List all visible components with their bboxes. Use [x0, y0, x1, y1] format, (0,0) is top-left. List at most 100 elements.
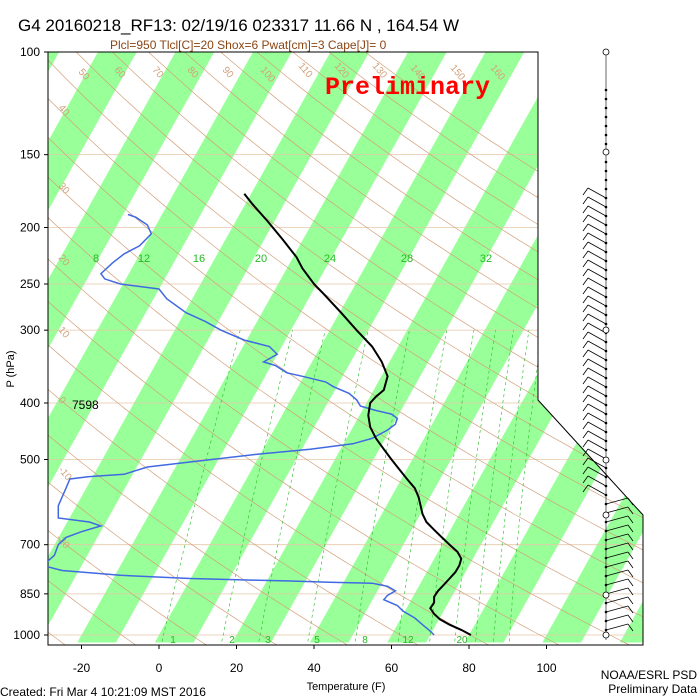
wind-barb-staff — [587, 403, 607, 415]
y-tick-label: 250 — [20, 277, 40, 291]
wind-barb-dot — [604, 133, 608, 137]
dry-adiabat-line — [48, 52, 140, 645]
mixing-ratio-lines — [160, 330, 543, 645]
dry-adiabat-label: 110 — [296, 61, 315, 81]
wind-barb-flag — [627, 587, 634, 596]
created-timestamp: Created: Fri Mar 4 10:21:09 MST 2016 — [0, 685, 206, 699]
mixing-ratio-label: 8 — [93, 253, 99, 265]
green-band — [232, 52, 625, 643]
wind-barb-dot — [604, 97, 608, 101]
wind-barb-staff — [605, 497, 629, 505]
plot-frame — [47, 51, 644, 646]
x-axis-title: Temperature (F) — [307, 681, 386, 693]
mixing-ratio-labels-top: 8 12 16 20 24 28 32 — [93, 253, 492, 265]
x-tick-label: 20 — [230, 661, 244, 675]
wind-barb-flag — [627, 596, 634, 605]
wind-barb-flag — [582, 349, 589, 358]
temperature-line — [243, 193, 472, 636]
x-tick-label: 40 — [307, 661, 321, 675]
wind-barb-staff — [605, 578, 629, 586]
y-tick-label: 100 — [20, 45, 40, 59]
dry-adiabat-line — [148, 52, 643, 645]
mixing-ratio-line — [492, 330, 530, 645]
wind-barb-staff — [587, 466, 607, 478]
calm-wind-circle — [602, 456, 610, 464]
wind-barb-staff — [587, 385, 607, 397]
green-band — [0, 12, 4, 642]
wind-barb-flag — [582, 385, 589, 394]
wind-barb-flag — [582, 196, 589, 205]
wind-barb-flag — [582, 214, 589, 223]
dry-adiabat-line — [48, 52, 635, 645]
wind-barb-dot — [604, 160, 608, 164]
wind-barb-dot — [604, 106, 608, 110]
dry-adiabat-line — [112, 52, 643, 645]
mixing-ratio-line — [508, 330, 543, 645]
wind-barb-staff — [605, 560, 629, 568]
dry-adiabat-line — [48, 52, 352, 645]
theta-label: 0 — [533, 346, 550, 362]
wind-barb-flag — [582, 322, 589, 331]
mixing-ratio-label: 1 — [170, 635, 176, 646]
green-band — [48, 52, 237, 643]
mixing-ratio-label: 20 — [255, 253, 267, 265]
wind-barb-flag — [582, 232, 589, 241]
wind-barb-staff — [587, 457, 607, 469]
x-axis-ticks: -20 0 20 40 60 80 100 — [73, 645, 557, 675]
calm-wind-circle — [602, 511, 610, 519]
mixing-ratio-line — [474, 330, 514, 645]
wind-barb-staff — [587, 475, 607, 487]
wind-barb-flag — [582, 223, 589, 232]
mixing-ratio-line — [257, 330, 326, 645]
wind-barb-flag — [582, 484, 589, 493]
wind-barb-flag — [582, 466, 589, 475]
credit-line-1: NOAA/ESRL PSD — [601, 668, 698, 682]
wind-barb-staff — [587, 358, 607, 370]
credit-line-2: Preliminary Data — [608, 682, 697, 696]
wind-barb-flag — [627, 524, 634, 533]
mixing-ratio-line — [160, 330, 241, 645]
y-tick-label: 850 — [20, 587, 40, 601]
wind-barb-flag — [627, 533, 634, 542]
wind-barb-staff — [587, 421, 607, 433]
wind-barb-staff — [587, 241, 607, 253]
wind-barb-staff — [587, 313, 607, 325]
height-annotation: 7598 — [72, 398, 99, 412]
wind-barb-staff — [587, 484, 607, 496]
wind-barb-flag — [627, 623, 634, 632]
y-tick-label: 700 — [20, 538, 40, 552]
wind-barb-flag — [582, 295, 589, 304]
green-band — [77, 52, 470, 643]
preliminary-label: Preliminary — [325, 73, 490, 102]
green-band — [48, 52, 392, 643]
wind-barb-staff — [587, 331, 607, 343]
theta-label: 10 — [550, 400, 572, 422]
y-axis-title: P (hPa) — [5, 350, 17, 387]
wind-barb-flag — [627, 551, 634, 560]
wind-barb-staff — [587, 196, 607, 208]
wind-barb-staff — [587, 259, 607, 271]
wind-barb-flag — [582, 268, 589, 277]
wind-barb-staff — [587, 340, 607, 352]
dry-adiabat-line — [48, 52, 210, 645]
wind-barbs — [582, 48, 634, 639]
wind-barb-staff — [587, 394, 607, 406]
wind-barb-staff — [587, 439, 607, 451]
green-band — [464, 52, 643, 643]
wind-barb-staff — [587, 430, 607, 442]
wind-barb-flag — [582, 205, 589, 214]
y-tick-label: 1000 — [13, 628, 40, 642]
wind-barb-flag — [582, 187, 589, 196]
wind-barb-staff — [605, 533, 629, 541]
mixing-ratio-label: 20 — [456, 635, 468, 646]
wind-barb-staff — [605, 596, 629, 604]
wind-barb-staff — [605, 506, 629, 514]
wind-barb-staff — [605, 551, 629, 559]
wind-barb-flag — [627, 605, 634, 614]
mixing-ratio-line — [220, 330, 294, 645]
wind-barb-flag — [582, 259, 589, 268]
mixing-ratio-line — [397, 330, 447, 645]
y-tick-label: 500 — [20, 452, 40, 466]
wind-barb-staff — [587, 286, 607, 298]
wind-barb-flag — [582, 358, 589, 367]
